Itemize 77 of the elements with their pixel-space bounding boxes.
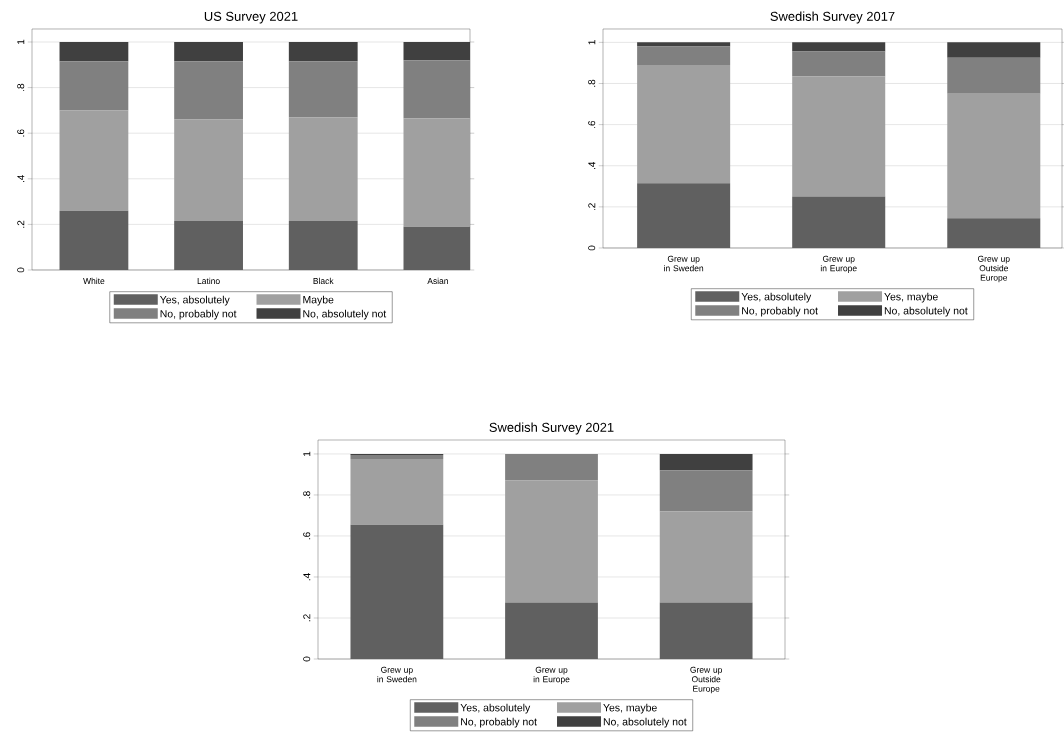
bar	[505, 602, 598, 659]
legend-label: Yes, maybe	[884, 292, 938, 303]
y-tick-label: .2	[17, 220, 25, 228]
legend-label: No, absolutely not	[603, 717, 687, 728]
bar	[947, 218, 1041, 248]
bar	[350, 524, 444, 659]
x-tick-label: Black	[313, 277, 334, 284]
chart-title: US Survey 2021	[204, 11, 298, 24]
bar	[505, 453, 598, 481]
bar	[659, 470, 753, 512]
chart-title: Swedish Survey 2021	[489, 422, 614, 435]
legend-label: No, probably not	[742, 306, 818, 317]
legend-label: Yes, absolutely	[741, 292, 812, 303]
bar	[659, 602, 753, 659]
bar	[59, 210, 129, 270]
bar	[792, 196, 886, 248]
y-tick-label: 0	[588, 245, 596, 251]
legend-label: No, probably not	[160, 309, 237, 320]
x-tick-label: Grew up in Europe	[820, 255, 857, 273]
x-tick-label: Grew up in Sweden	[664, 255, 704, 272]
y-tick-label: .8	[588, 79, 596, 87]
x-tick-label: Grew up Outside Europe	[690, 666, 723, 694]
bar	[792, 42, 886, 52]
bar	[947, 93, 1041, 219]
y-tick-label: .2	[588, 203, 596, 211]
legend-label: No, absolutely not	[884, 306, 968, 317]
y-tick-label: 1	[588, 40, 596, 45]
bar	[947, 57, 1041, 94]
bar	[792, 76, 886, 197]
x-tick-label: Grew up in Sweden	[377, 666, 417, 683]
bar	[59, 41, 129, 62]
bar	[350, 454, 444, 460]
bar	[174, 41, 243, 62]
legend-label: Yes, absolutely	[159, 295, 230, 306]
y-tick-label: .6	[17, 129, 25, 137]
bar	[792, 51, 886, 77]
y-tick-label: .8	[17, 83, 25, 91]
x-tick-label: Grew up in Europe	[533, 666, 570, 684]
bar	[947, 42, 1041, 58]
bar	[659, 453, 753, 471]
bar	[637, 42, 731, 47]
bar	[350, 459, 444, 525]
y-tick-label: 1	[17, 39, 25, 44]
x-tick-label: White	[83, 277, 105, 284]
chart-title: Swedish Survey 2017	[770, 11, 895, 24]
x-tick-label: Grew up Outside Europe	[977, 255, 1010, 283]
y-tick-label: 0	[303, 656, 311, 662]
y-tick-label: 0	[17, 267, 25, 273]
y-tick-label: .6	[588, 120, 596, 128]
legend-label: Yes, maybe	[603, 703, 657, 714]
x-tick-label: Asian	[427, 277, 448, 284]
bar	[637, 183, 731, 248]
legend-label: No, probably not	[461, 717, 537, 728]
y-tick-label: .2	[303, 614, 311, 622]
bar	[59, 110, 129, 211]
legend-label: Maybe	[303, 295, 334, 306]
bar	[288, 220, 358, 270]
y-tick-label: .4	[17, 174, 25, 183]
bar	[637, 46, 731, 65]
bar	[637, 64, 731, 184]
bar	[288, 117, 358, 221]
bar	[288, 61, 358, 118]
x-tick-label: Latino	[197, 277, 220, 284]
bar	[288, 41, 358, 62]
y-tick-label: .4	[588, 161, 596, 169]
bar	[59, 61, 129, 111]
y-tick-label: 1	[303, 451, 311, 456]
bar	[659, 511, 753, 603]
legend-label: Yes, absolutely	[460, 703, 531, 714]
legend-label: No, absolutely not	[303, 309, 387, 320]
y-tick-label: .6	[303, 532, 311, 540]
y-tick-label: .8	[303, 491, 311, 499]
bar	[505, 480, 598, 603]
bar	[174, 61, 243, 120]
bar	[174, 119, 243, 221]
bar	[174, 220, 243, 270]
y-tick-label: .4	[303, 573, 311, 581]
